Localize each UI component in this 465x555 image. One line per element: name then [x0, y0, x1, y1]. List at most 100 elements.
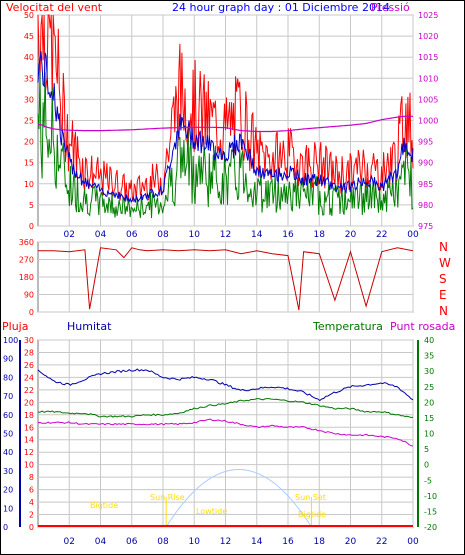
sunset-label: Sun Set: [295, 493, 326, 502]
temperature-y-tick: -15: [424, 507, 437, 516]
pressure-y-tick: 980: [418, 201, 433, 210]
direction-y-tick: 360: [19, 238, 34, 247]
wind-x-tick: 08: [157, 230, 169, 240]
temperature-y-tick: -10: [424, 492, 437, 501]
direction-y-tick: 0: [29, 308, 34, 317]
lower-x-tick: 18: [314, 537, 326, 547]
pressure-y-tick: 990: [418, 159, 433, 168]
humidity-y-tick: 70: [3, 392, 13, 401]
wind-y-tick: 20: [24, 138, 34, 147]
wind-x-tick: 00: [407, 230, 419, 240]
pressure-y-tick: 1025: [418, 11, 438, 20]
rain-y-tick: 26: [24, 361, 34, 370]
wind-x-tick: 20: [345, 230, 357, 240]
direction-y-tick: 270: [19, 256, 34, 265]
wind-average-line: [37, 51, 414, 204]
wind-x-tick: 18: [314, 230, 326, 240]
rain-y-tick: 2: [29, 511, 34, 520]
temperature-y-tick: 5: [424, 445, 429, 454]
humidity-y-tick: 20: [3, 486, 13, 495]
rain-y-tick: 18: [24, 411, 34, 420]
wind-x-tick: 06: [126, 230, 138, 240]
lower-x-tick: 14: [251, 537, 263, 547]
humidity-y-tick: 100: [3, 336, 18, 345]
temperature-axis-title: Temperatura: [312, 320, 383, 333]
wind-y-tick: 0: [29, 222, 34, 231]
lower-x-tick: 10: [189, 537, 201, 547]
direction-y-tick: 180: [19, 273, 34, 282]
rain-y-tick: 0: [29, 523, 34, 532]
wind-y-tick: 25: [24, 117, 34, 126]
pressure-y-tick: 985: [418, 180, 433, 189]
wind-y-tick: 5: [29, 201, 34, 210]
humidity-y-tick: 60: [3, 411, 13, 420]
humidity-y-tick: 0: [3, 523, 8, 532]
pressure-y-tick: 995: [418, 138, 433, 147]
rain-y-tick: 6: [29, 486, 34, 495]
lower-x-tick: 00: [407, 537, 419, 547]
compass-label: E: [439, 288, 447, 302]
wind-y-tick: 10: [24, 180, 34, 189]
direction-y-tick: 90: [24, 291, 34, 300]
humidity-line: [37, 368, 414, 402]
pressure-y-tick: 1020: [418, 32, 438, 41]
wind-speed-line: [37, 14, 414, 202]
dewpoint-line: [37, 418, 414, 447]
wind-x-tick: 10: [189, 230, 201, 240]
rain-axis-title: Pluja: [2, 320, 28, 333]
humidity-y-tick: 50: [3, 430, 13, 439]
lower-x-tick: 22: [376, 537, 387, 547]
temperature-line: [37, 398, 414, 419]
lower-x-tick: 08: [157, 537, 169, 547]
rain-y-tick: 4: [29, 498, 34, 507]
lower-x-tick: 02: [64, 537, 75, 547]
bigtide-label-1: Bigtide: [90, 501, 118, 510]
wind-x-tick: 16: [282, 230, 294, 240]
temperature-y-tick: 10: [424, 430, 434, 439]
humidity-y-tick: 90: [3, 355, 13, 364]
lower-x-tick: 04: [95, 537, 107, 547]
compass-label: N: [439, 240, 448, 254]
wind-direction-line: [38, 247, 414, 311]
rain-y-tick: 20: [24, 398, 34, 407]
pressure-y-tick: 1010: [418, 74, 438, 83]
wind-y-tick: 50: [24, 11, 34, 20]
rain-y-tick: 24: [24, 373, 34, 382]
compass-label: N: [439, 304, 448, 318]
wind-y-tick: 15: [24, 159, 34, 168]
wind-y-tick: 35: [24, 74, 34, 83]
pressure-axis-title: Pressió: [371, 1, 410, 14]
rain-y-tick: 30: [24, 336, 34, 345]
pressure-line: [38, 115, 413, 133]
rain-y-tick: 22: [24, 386, 34, 395]
rain-y-tick: 8: [29, 473, 34, 482]
temperature-y-tick: 15: [424, 414, 434, 423]
lower-x-tick: 20: [345, 537, 357, 547]
sun-elevation-arc: [165, 469, 312, 528]
wind-y-tick: 45: [24, 32, 34, 41]
wind-x-tick: 02: [64, 230, 75, 240]
pressure-y-tick: 1015: [418, 53, 438, 62]
wind-low-line: [37, 71, 414, 219]
humidity-y-tick: 80: [3, 373, 13, 382]
temperature-y-tick: 20: [424, 398, 434, 407]
rain-y-tick: 28: [24, 348, 34, 357]
wind-axis-title: Velocitat del vent: [6, 1, 103, 14]
humidity-y-tick: 10: [3, 504, 13, 513]
humidity-axis-title: Humitat: [67, 320, 112, 333]
wind-x-tick: 04: [95, 230, 107, 240]
bigtide-label-2: Bigtide: [298, 510, 326, 519]
dewpoint-axis-title: Punt rosada: [390, 320, 455, 333]
rain-y-tick: 12: [24, 448, 34, 457]
rain-y-tick: 10: [24, 461, 34, 470]
temperature-y-tick: 25: [424, 383, 434, 392]
rain-y-tick: 14: [24, 436, 34, 445]
pressure-y-tick: 1000: [418, 117, 438, 126]
rain-y-tick: 16: [24, 423, 34, 432]
wind-x-tick: 14: [251, 230, 263, 240]
sunrise-label: Sun Rise: [150, 493, 185, 502]
temperature-y-tick: 0: [424, 461, 429, 470]
temperature-y-tick: -5: [424, 476, 432, 485]
